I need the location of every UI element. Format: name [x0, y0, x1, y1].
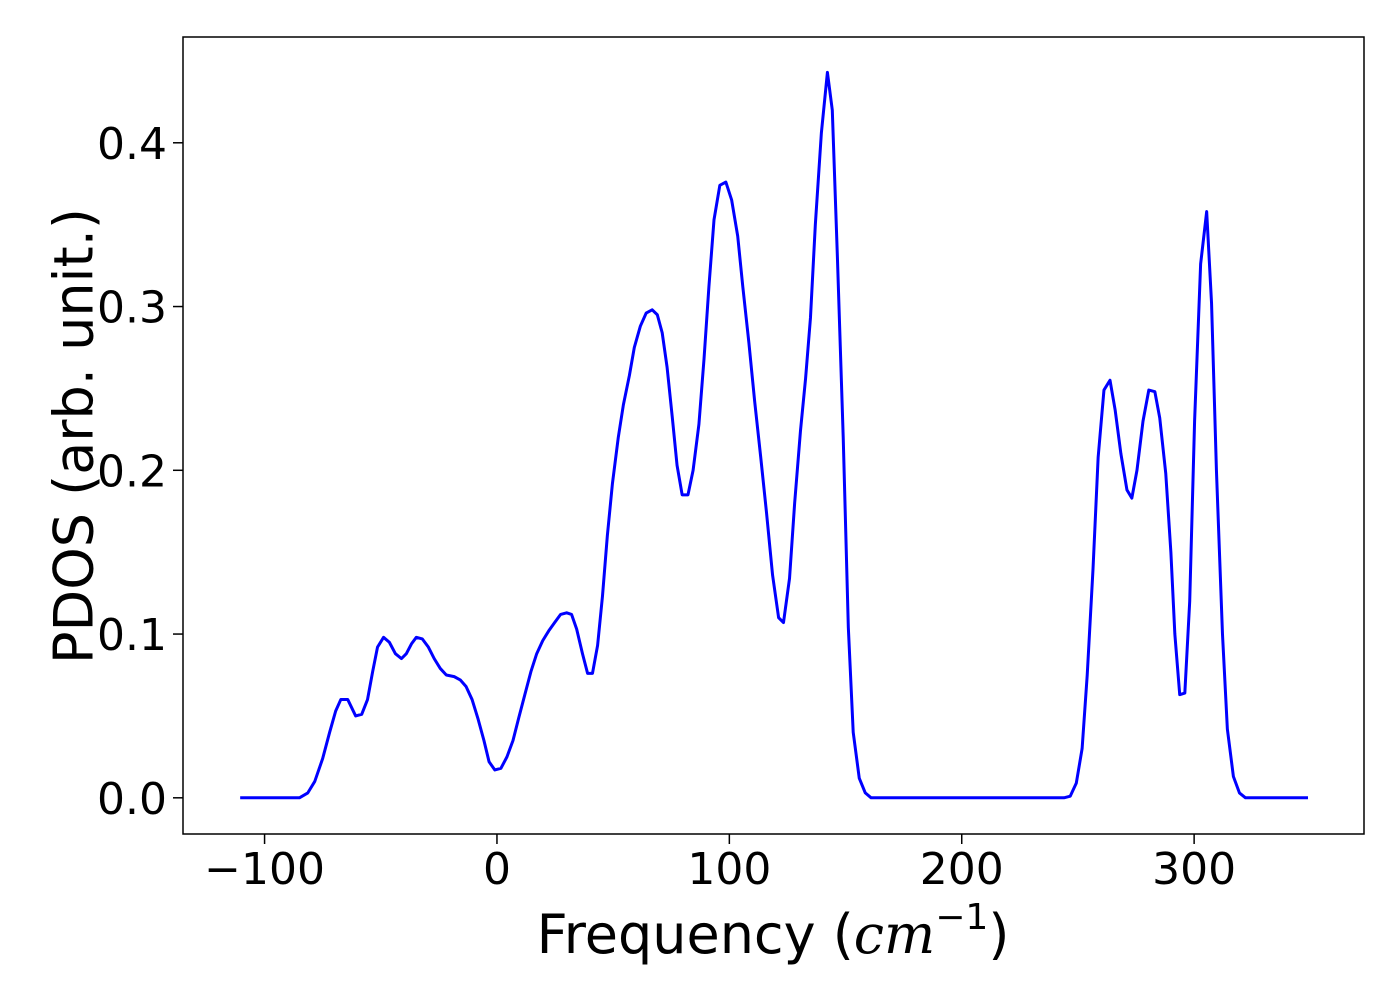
y-tick-label: 0.2	[97, 446, 167, 497]
y-tick-label: 0.4	[97, 119, 167, 170]
x-tick-label: 300	[1152, 844, 1236, 895]
x-tick-label: 200	[920, 844, 1004, 895]
plot-frame	[182, 36, 1365, 835]
y-tick-label: 0.1	[97, 610, 167, 661]
x-label-close: )	[988, 903, 1009, 966]
x-axis-label: Frequency (cm−1)	[537, 897, 1010, 966]
x-label-sup: −1	[935, 897, 988, 938]
y-tick-label: 0.0	[97, 774, 167, 825]
y-tick-label: 0.3	[97, 283, 167, 334]
x-label-text: Frequency (	[537, 903, 854, 966]
x-tick-label: 0	[483, 844, 511, 895]
data-line	[240, 70, 1308, 800]
x-tick-label: −100	[204, 844, 325, 895]
x-label-math: cm	[854, 903, 935, 966]
x-tick-label: 100	[687, 844, 771, 895]
y-axis-label: PDOS (arb. unit.)	[43, 208, 106, 664]
